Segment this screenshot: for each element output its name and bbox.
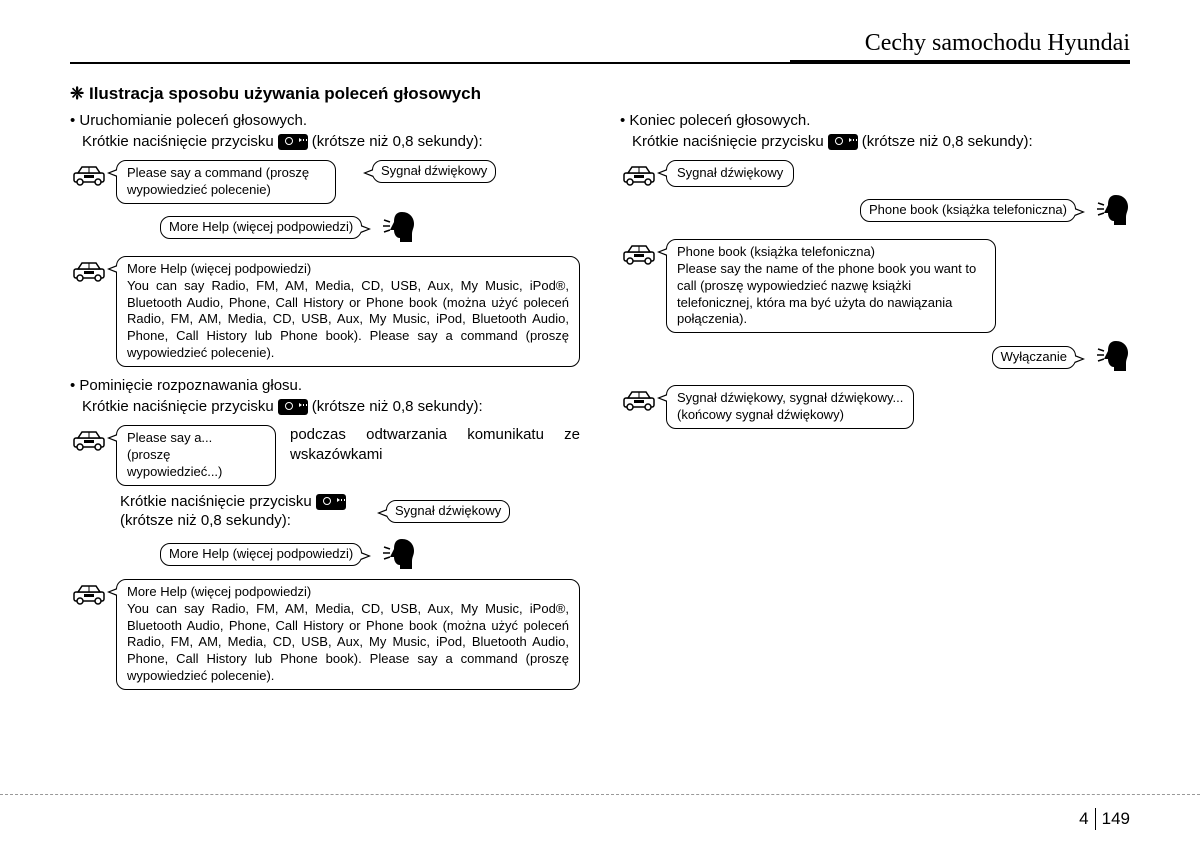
car-icon <box>620 162 658 186</box>
inline-note: podczas odtwarzania komunikatu ze wskazó… <box>284 425 580 464</box>
press-instruction-right: Krótkie naciśnięcie przycisku (krótsze n… <box>632 133 1130 150</box>
press-suffix: (krótsze niż 0,8 sekundy): <box>312 398 483 415</box>
press-instruction: Krótkie naciśnięcie przycisku (krótsze n… <box>82 133 580 150</box>
section-end-title: • Koniec poleceń głosowych. <box>620 112 1130 129</box>
speaking-head-icon <box>380 537 416 573</box>
car-icon <box>70 162 108 186</box>
bubble-final-signal: Sygnał dźwiękowy, sygnał dźwiękowy... (k… <box>666 385 914 429</box>
page-header: Cechy samochodu Hyundai <box>70 30 1130 64</box>
car-icon <box>70 581 108 605</box>
right-column: • Koniec poleceń głosowych. Krótkie naci… <box>620 112 1130 696</box>
speaking-head-icon <box>1094 193 1130 229</box>
left-column: • Uruchomianie poleceń głosowych. Krótki… <box>70 112 580 696</box>
chapter-number: 4 <box>1079 809 1088 829</box>
voice-button-icon <box>278 399 308 415</box>
bubble-more-help: More Help (więcej podpowiedzi) <box>160 543 362 566</box>
press-prefix: Krótkie naciśnięcie przycisku <box>82 133 274 150</box>
car-icon <box>620 241 658 265</box>
car-icon <box>70 427 108 451</box>
footer-divider <box>1095 808 1096 830</box>
bubble-phonebook: Phone book (książka telefoniczna) <box>860 199 1076 222</box>
dashed-divider <box>0 794 1200 795</box>
car-icon <box>70 258 108 282</box>
speaking-head-icon <box>1094 339 1130 375</box>
main-title: ❈ Ilustracja sposobu używania poleceń gł… <box>70 84 1130 104</box>
bubble-more-help-long-2: More Help (więcej podpowiedzi) You can s… <box>116 579 580 690</box>
bubble-signal: Sygnał dźwiękowy <box>372 160 496 183</box>
press-prefix: Krótkie naciśnięcie przycisku <box>82 398 274 415</box>
page-footer: 4 149 <box>1079 808 1130 830</box>
page-number: 149 <box>1102 809 1130 829</box>
voice-button-icon <box>278 134 308 150</box>
press-suffix: (krótsze niż 0,8 sekundy): <box>312 133 483 150</box>
speaking-head-icon <box>380 210 416 246</box>
voice-button-icon <box>316 494 346 510</box>
bubble-signal: Sygnał dźwiękowy <box>666 160 794 187</box>
car-icon <box>620 387 658 411</box>
press-suffix: (krótsze niż 0,8 sekundy): <box>862 133 1033 150</box>
bubble-say-a: Please say a... (proszę wypowiedzieć...) <box>116 425 276 486</box>
bubble-say-command: Please say a command (proszę wypowiedzie… <box>116 160 336 204</box>
bubble-more-help-long: More Help (więcej podpowiedzi) You can s… <box>116 256 580 367</box>
press-instruction-3: Krótkie naciśnięcie przycisku (krótsze n… <box>120 492 350 531</box>
press-instruction-2: Krótkie naciśnięcie przycisku (krótsze n… <box>82 398 580 415</box>
section-start-title: • Uruchomianie poleceń głosowych. <box>70 112 580 129</box>
voice-button-icon <box>828 134 858 150</box>
bubble-signal: Sygnał dźwiękowy <box>386 500 510 523</box>
bubble-more-help: More Help (więcej podpowiedzi) <box>160 216 362 239</box>
press-prefix: Krótkie naciśnięcie przycisku <box>632 133 824 150</box>
bubble-phonebook-long: Phone book (książka telefoniczna) Please… <box>666 239 996 333</box>
bubble-off: Wyłączanie <box>992 346 1076 369</box>
section-skip-title: • Pominięcie rozpoznawania głosu. <box>70 377 580 394</box>
